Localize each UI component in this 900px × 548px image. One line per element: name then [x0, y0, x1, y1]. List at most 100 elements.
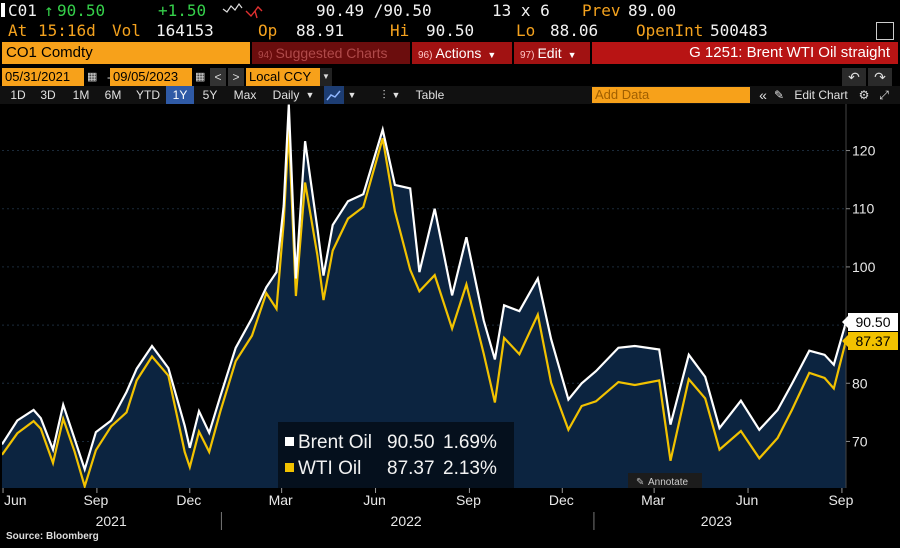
y-tick-label: 120: [852, 143, 876, 159]
actions-dropdown-icon: ▼: [487, 50, 497, 60]
prev-label: Prev: [582, 1, 621, 20]
price-change: +1.50: [158, 1, 207, 20]
bar-style-dropdown-icon[interactable]: ▼: [391, 90, 401, 100]
quote-header: C01 ↑ 90.50 +1.50 90.49 /90.50 13 x 6 Pr…: [0, 0, 900, 42]
currency-select[interactable]: Local CCY: [246, 68, 320, 86]
quote-time: 15:16d: [38, 21, 96, 40]
chart-toolbar: 1D 3D 1M 6M YTD 1Y 5Y Max Daily ▼ ▼ ⫶ ▼ …: [0, 86, 900, 104]
frequency-select[interactable]: Daily: [272, 88, 300, 102]
at-label: At: [8, 21, 28, 40]
period-6m[interactable]: 6M: [104, 88, 122, 102]
x-tick-label: Sep: [828, 492, 853, 508]
chart-type-dropdown-icon[interactable]: ▼: [347, 90, 357, 100]
previous-period-icon[interactable]: <: [210, 68, 226, 86]
end-calendar-icon[interactable]: ▦: [195, 71, 206, 83]
collapse-icon[interactable]: «: [759, 87, 767, 103]
actions-menu[interactable]: 96) Actions ▼: [412, 42, 512, 64]
y-axis: 708090100110120: [846, 143, 876, 449]
x-tick-label: Sep: [83, 492, 108, 508]
period-3d[interactable]: 3D: [40, 88, 56, 102]
vol-label: Vol: [112, 21, 141, 40]
end-date-input[interactable]: 09/05/2023: [110, 68, 192, 86]
y-tick-label: 110: [852, 201, 875, 217]
brent-legend-label: Brent Oil: [298, 432, 372, 453]
open-interest-value: 500483: [710, 21, 768, 40]
period-max[interactable]: Max: [233, 88, 257, 102]
annotate-pencil-icon: ✎: [636, 477, 644, 488]
year-label: 2022: [391, 513, 422, 529]
start-date-input[interactable]: 05/31/2021: [2, 68, 84, 86]
low-label: Lo: [516, 21, 536, 40]
brent-last-value: 90.50: [855, 314, 890, 330]
bar-style-icon[interactable]: ⫶: [382, 88, 386, 102]
security-input[interactable]: CO1 Comdty: [2, 42, 250, 64]
x-tick-label: Jun: [736, 492, 759, 508]
line-chart-icon[interactable]: [324, 86, 344, 104]
date-range-row: 05/31/2021 ▦ - 09/05/2023 ▦ < > Local CC…: [0, 68, 900, 86]
period-1y[interactable]: 1Y: [166, 86, 194, 104]
x-tick-label: Mar: [641, 492, 665, 508]
last-arrow-icon: ↑: [44, 1, 54, 20]
ticker-marker: [1, 3, 5, 17]
bid-ask: 90.49 /90.50: [316, 1, 432, 20]
currency-dropdown-icon[interactable]: ▼: [320, 68, 332, 86]
period-5y[interactable]: 5Y: [202, 88, 218, 102]
actions-label: Actions: [435, 45, 482, 61]
x-tick-label: Dec: [549, 492, 574, 508]
annotate-button[interactable]: ✎ Annotate: [628, 473, 702, 488]
add-data-input[interactable]: Add Data: [592, 87, 750, 103]
sparkline-icon: [222, 2, 263, 19]
popout-window-icon[interactable]: [876, 22, 894, 40]
edit-num: 97): [520, 50, 535, 61]
brent-legend-value: 90.50: [387, 432, 435, 453]
next-period-icon[interactable]: >: [228, 68, 244, 86]
period-1d[interactable]: 1D: [10, 88, 26, 102]
wti-series-line[interactable]: [2, 128, 846, 488]
brent-legend-swatch: [285, 437, 294, 446]
redo-icon[interactable]: ↷: [868, 68, 892, 86]
wti-last-badge: 87.37: [842, 332, 898, 350]
vol-value: 164153: [156, 21, 214, 40]
pencil-icon[interactable]: ✎: [773, 88, 785, 102]
table-button[interactable]: Table: [415, 88, 445, 102]
period-ytd[interactable]: YTD: [136, 88, 160, 102]
suggested-charts-menu[interactable]: 94) Suggested Charts: [252, 42, 410, 64]
x-axis: Jun Sep Dec Mar Jun Sep Dec Mar Jun Sep 2021 2022 20…: [2, 488, 854, 530]
x-tick-label: Mar: [269, 492, 293, 508]
wti-legend-label: WTI Oil: [298, 458, 361, 479]
graph-title: G 1251: Brent WTI Oil straight: [592, 42, 898, 64]
start-calendar-icon[interactable]: ▦: [87, 71, 98, 83]
wti-legend-swatch: [285, 463, 294, 472]
annotate-label: Annotate: [648, 477, 688, 488]
x-tick-label: Jun: [363, 492, 386, 508]
y-tick-label: 100: [852, 259, 876, 275]
suggested-charts-label: Suggested Charts: [275, 45, 388, 61]
high-value: 90.50: [426, 21, 475, 40]
prev-value: 89.00: [628, 1, 677, 20]
open-value: 88.91: [296, 21, 345, 40]
low-value: 88.06: [550, 21, 599, 40]
y-tick-label: 70: [852, 433, 868, 449]
year-label: 2023: [701, 513, 732, 529]
price-chart[interactable]: 708090100110120 JunSepDecMarJunSepDecMar…: [0, 104, 900, 530]
y-tick-label: 80: [852, 375, 868, 391]
maximize-icon[interactable]: ⤢: [879, 88, 889, 102]
brent-series-line[interactable]: [2, 104, 846, 474]
open-label: Op: [258, 21, 278, 40]
x-tick-label: Sep: [456, 492, 481, 508]
edit-menu[interactable]: 97) Edit ▼: [514, 42, 590, 64]
edit-dropdown-icon: ▼: [567, 50, 577, 60]
open-interest-label: OpenInt: [636, 21, 704, 40]
command-bar: CO1 Comdty 94) Suggested Charts 96) Action…: [0, 42, 900, 64]
brent-legend-change: 1.69%: [443, 432, 497, 453]
last-price: 90.50: [57, 1, 106, 20]
edit-label: Edit: [537, 45, 562, 61]
frequency-dropdown-icon[interactable]: ▼: [305, 90, 315, 100]
x-tick-label: Jun: [4, 492, 27, 508]
period-1m[interactable]: 1M: [72, 88, 90, 102]
wti-last-value: 87.37: [855, 333, 890, 349]
settings-gear-icon[interactable]: ⚙: [858, 88, 870, 102]
brent-area-fill: [2, 104, 846, 488]
undo-icon[interactable]: ↶: [842, 68, 866, 86]
edit-chart-button[interactable]: Edit Chart: [794, 88, 848, 102]
